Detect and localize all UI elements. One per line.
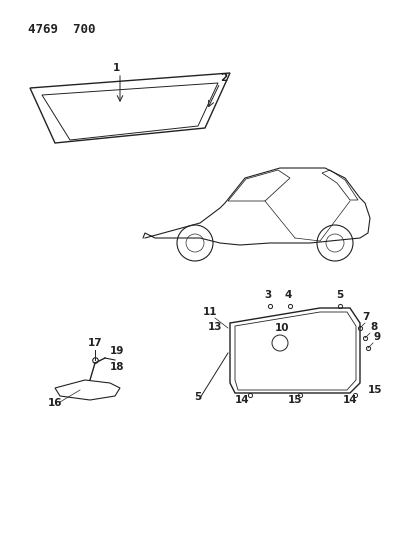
Text: 13: 13 [208,322,222,332]
Text: 4769  700: 4769 700 [28,23,95,36]
Text: 17: 17 [88,338,102,348]
Text: 2: 2 [220,73,228,83]
Text: 15: 15 [288,395,302,405]
Text: 1: 1 [112,63,120,73]
Text: 11: 11 [203,307,217,317]
Text: 14: 14 [235,395,249,405]
Text: 14: 14 [343,395,357,405]
Text: 16: 16 [48,398,62,408]
Text: 4: 4 [284,290,292,300]
Text: 3: 3 [264,290,272,300]
Text: 15: 15 [368,385,383,395]
Text: 10: 10 [275,323,290,333]
Text: 5: 5 [336,290,344,300]
Text: 18: 18 [110,362,124,372]
Text: 19: 19 [110,346,124,356]
Text: 5: 5 [194,392,202,402]
Text: 8: 8 [370,322,377,332]
Text: 7: 7 [362,312,369,322]
Text: 9: 9 [373,332,380,342]
